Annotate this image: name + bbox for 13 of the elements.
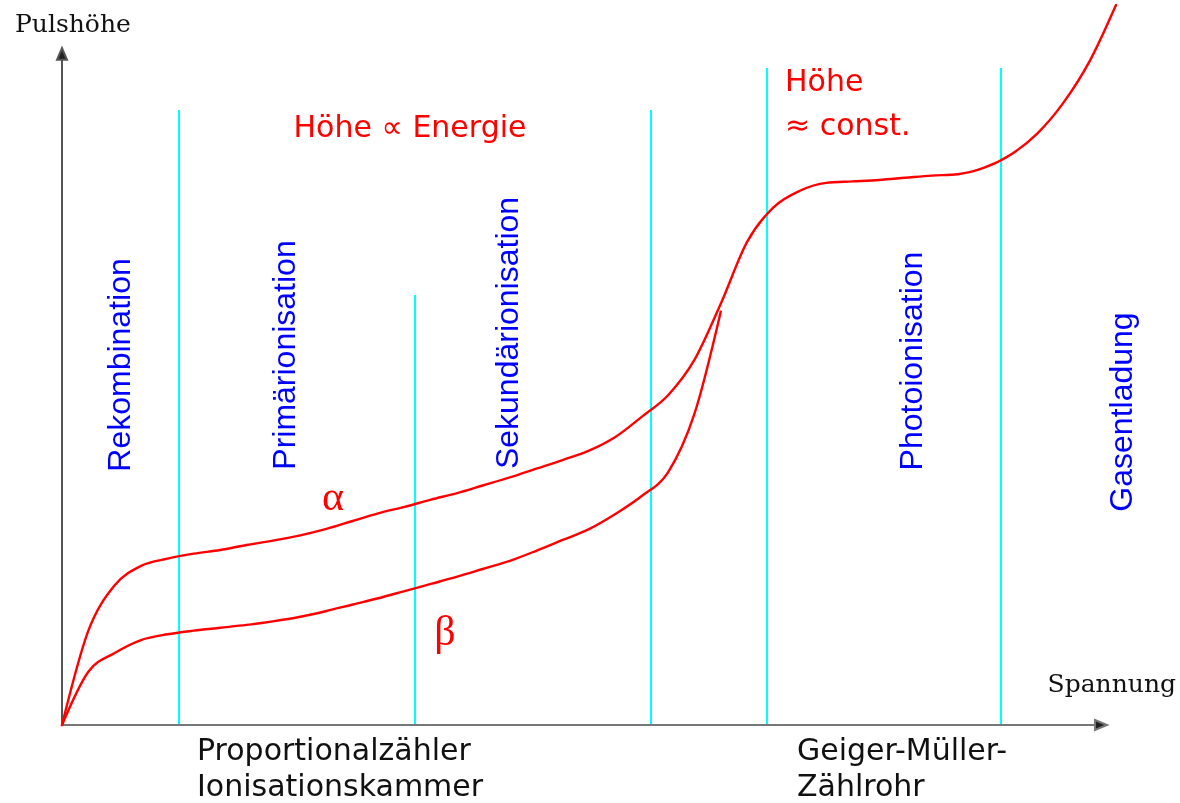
annotation: Höhe ≈ const. — [785, 63, 911, 142]
annotation: Photoionisation — [893, 251, 929, 471]
annotation: Gasentladung — [1103, 312, 1139, 512]
y-axis-title: Pulshöhe — [15, 9, 131, 38]
text: Geiger-Müller- Zählrohr — [797, 732, 1008, 803]
series-label: α — [321, 473, 345, 519]
annotation: Primärionisation — [266, 240, 302, 470]
annotation: Sekundärionisation — [489, 196, 525, 470]
x-axis-title: Spannung — [1047, 669, 1176, 698]
series-label: β — [434, 608, 456, 654]
annotation: Rekombination — [101, 258, 137, 472]
text: Proportionalzähler Ionisationskammer — [197, 732, 484, 803]
annotation: Höhe ∝ Energie — [293, 109, 527, 144]
